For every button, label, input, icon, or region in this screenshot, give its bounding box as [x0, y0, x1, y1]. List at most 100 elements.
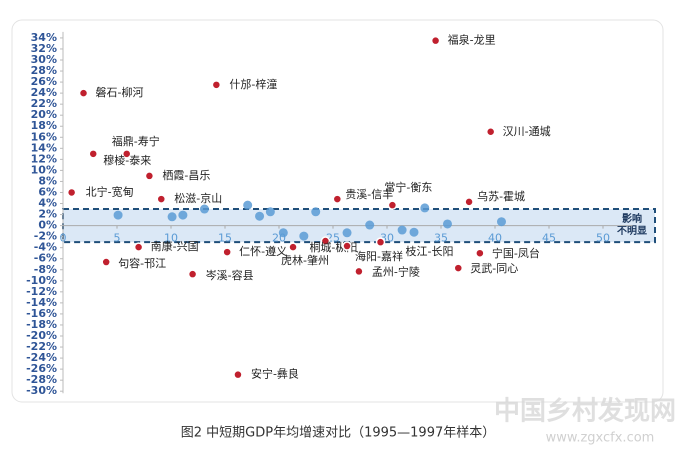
point	[233, 369, 243, 380]
point	[78, 88, 89, 98]
point-label: 穆棱-泰来	[103, 153, 151, 167]
y-tick-label: 18%	[31, 119, 57, 132]
y-tick-label: 22%	[31, 97, 57, 110]
x-tick-label: 15	[218, 232, 232, 245]
y-tick-label: -14%	[26, 296, 57, 309]
point-label: 福鼎-寿宁	[112, 134, 160, 148]
x-tick-label: 0	[60, 232, 67, 245]
point	[453, 263, 464, 273]
y-tick-label: -4%	[34, 241, 57, 254]
point-label: 磐石-柳河	[96, 85, 144, 99]
point	[156, 194, 167, 204]
point	[420, 203, 430, 213]
y-tick-label: 34%	[31, 31, 57, 44]
point-label: 乌苏-霍城	[477, 189, 525, 203]
y-tick-label: 24%	[31, 86, 57, 99]
x-tick-label: 5	[114, 232, 121, 245]
point	[211, 80, 222, 90]
y-tick-label: 12%	[31, 152, 57, 165]
y-tick-label: -12%	[26, 285, 57, 298]
point	[342, 228, 352, 238]
point	[409, 227, 419, 237]
x-tick-label: 35	[434, 232, 448, 245]
point	[121, 149, 132, 159]
point-label: 岑溪-容县	[206, 268, 254, 282]
point	[133, 242, 144, 252]
point	[354, 266, 364, 277]
band-label: 不明显	[617, 225, 647, 237]
watermark-url: www.zgxcfx.com	[546, 431, 655, 446]
point	[430, 35, 441, 46]
point	[222, 247, 232, 257]
y-tick-label: -22%	[26, 340, 57, 353]
point	[375, 237, 386, 247]
point	[187, 269, 198, 279]
y-tick-label: 26%	[31, 75, 57, 88]
point-label: 南康-兴国	[151, 239, 199, 253]
y-tick-label: 14%	[31, 141, 57, 154]
y-tick-label: 28%	[31, 64, 57, 77]
point-label: 松滋-京山	[174, 191, 222, 205]
x-tick-label: 40	[488, 232, 502, 245]
y-tick-label: -16%	[26, 307, 57, 320]
x-tick-label: 50	[596, 232, 610, 245]
point	[442, 219, 452, 229]
point	[144, 171, 155, 181]
point-label: 枝江-长阳	[406, 244, 454, 258]
point	[299, 231, 309, 241]
point-label: 贵溪-信丰	[345, 188, 393, 201]
y-tick-label: -2%	[34, 230, 57, 243]
point	[243, 200, 253, 210]
y-tick-label: 10%	[31, 163, 57, 176]
point	[113, 210, 123, 220]
y-tick-label: -24%	[26, 351, 57, 364]
point	[255, 211, 265, 221]
point-label: 汉川-通城	[503, 125, 551, 138]
y-tick-label: 4%	[38, 197, 57, 210]
point	[464, 197, 474, 207]
watermark: 中国乡村发现网	[494, 396, 676, 427]
point-label: 句容-邗江	[118, 256, 166, 270]
y-tick-label: -10%	[26, 274, 57, 287]
point	[88, 149, 98, 159]
point-label: 孟州-宁陵	[372, 264, 420, 278]
x-tick-label: 45	[542, 232, 556, 245]
y-tick-label: 2%	[38, 208, 57, 221]
point-label: 福泉-龙里	[448, 33, 496, 47]
point	[167, 212, 177, 222]
point-label: 灵武-同心	[470, 262, 518, 275]
y-tick-label: 8%	[38, 174, 57, 187]
y-tick-label: -28%	[26, 373, 57, 386]
point-label: 虎林-肇州	[281, 253, 329, 267]
point	[475, 248, 485, 258]
point	[178, 210, 188, 220]
y-tick-label: 32%	[31, 42, 57, 55]
caption: 图2 中短期GDP年均增速对比（1995—1997年样本）	[181, 426, 496, 441]
point-label: 海阳-嘉祥	[355, 249, 403, 263]
y-tick-label: 20%	[31, 108, 57, 121]
y-tick-label: -30%	[26, 384, 57, 397]
point	[332, 194, 343, 204]
point-label: 安宁-彝良	[251, 367, 299, 381]
y-tick-label: -26%	[26, 362, 57, 375]
point	[342, 241, 352, 251]
y-tick-label: -8%	[34, 263, 57, 276]
x-tick-label: 10	[164, 232, 178, 245]
point-label: 仁怀-遵义	[239, 244, 287, 258]
point-label: 什邡-梓潼	[229, 77, 277, 91]
point	[397, 225, 407, 235]
y-tick-label: -6%	[34, 252, 57, 265]
point-label: 常宁-衡东	[384, 180, 432, 194]
point	[199, 204, 209, 214]
point	[278, 228, 288, 238]
point	[485, 127, 496, 137]
y-tick-label: -18%	[26, 318, 57, 331]
point	[66, 187, 77, 198]
point	[365, 220, 375, 230]
y-tick-label: -20%	[26, 329, 57, 342]
y-tick-label: 0%	[38, 219, 57, 232]
point	[320, 236, 331, 246]
point	[265, 207, 275, 217]
point	[101, 257, 111, 267]
